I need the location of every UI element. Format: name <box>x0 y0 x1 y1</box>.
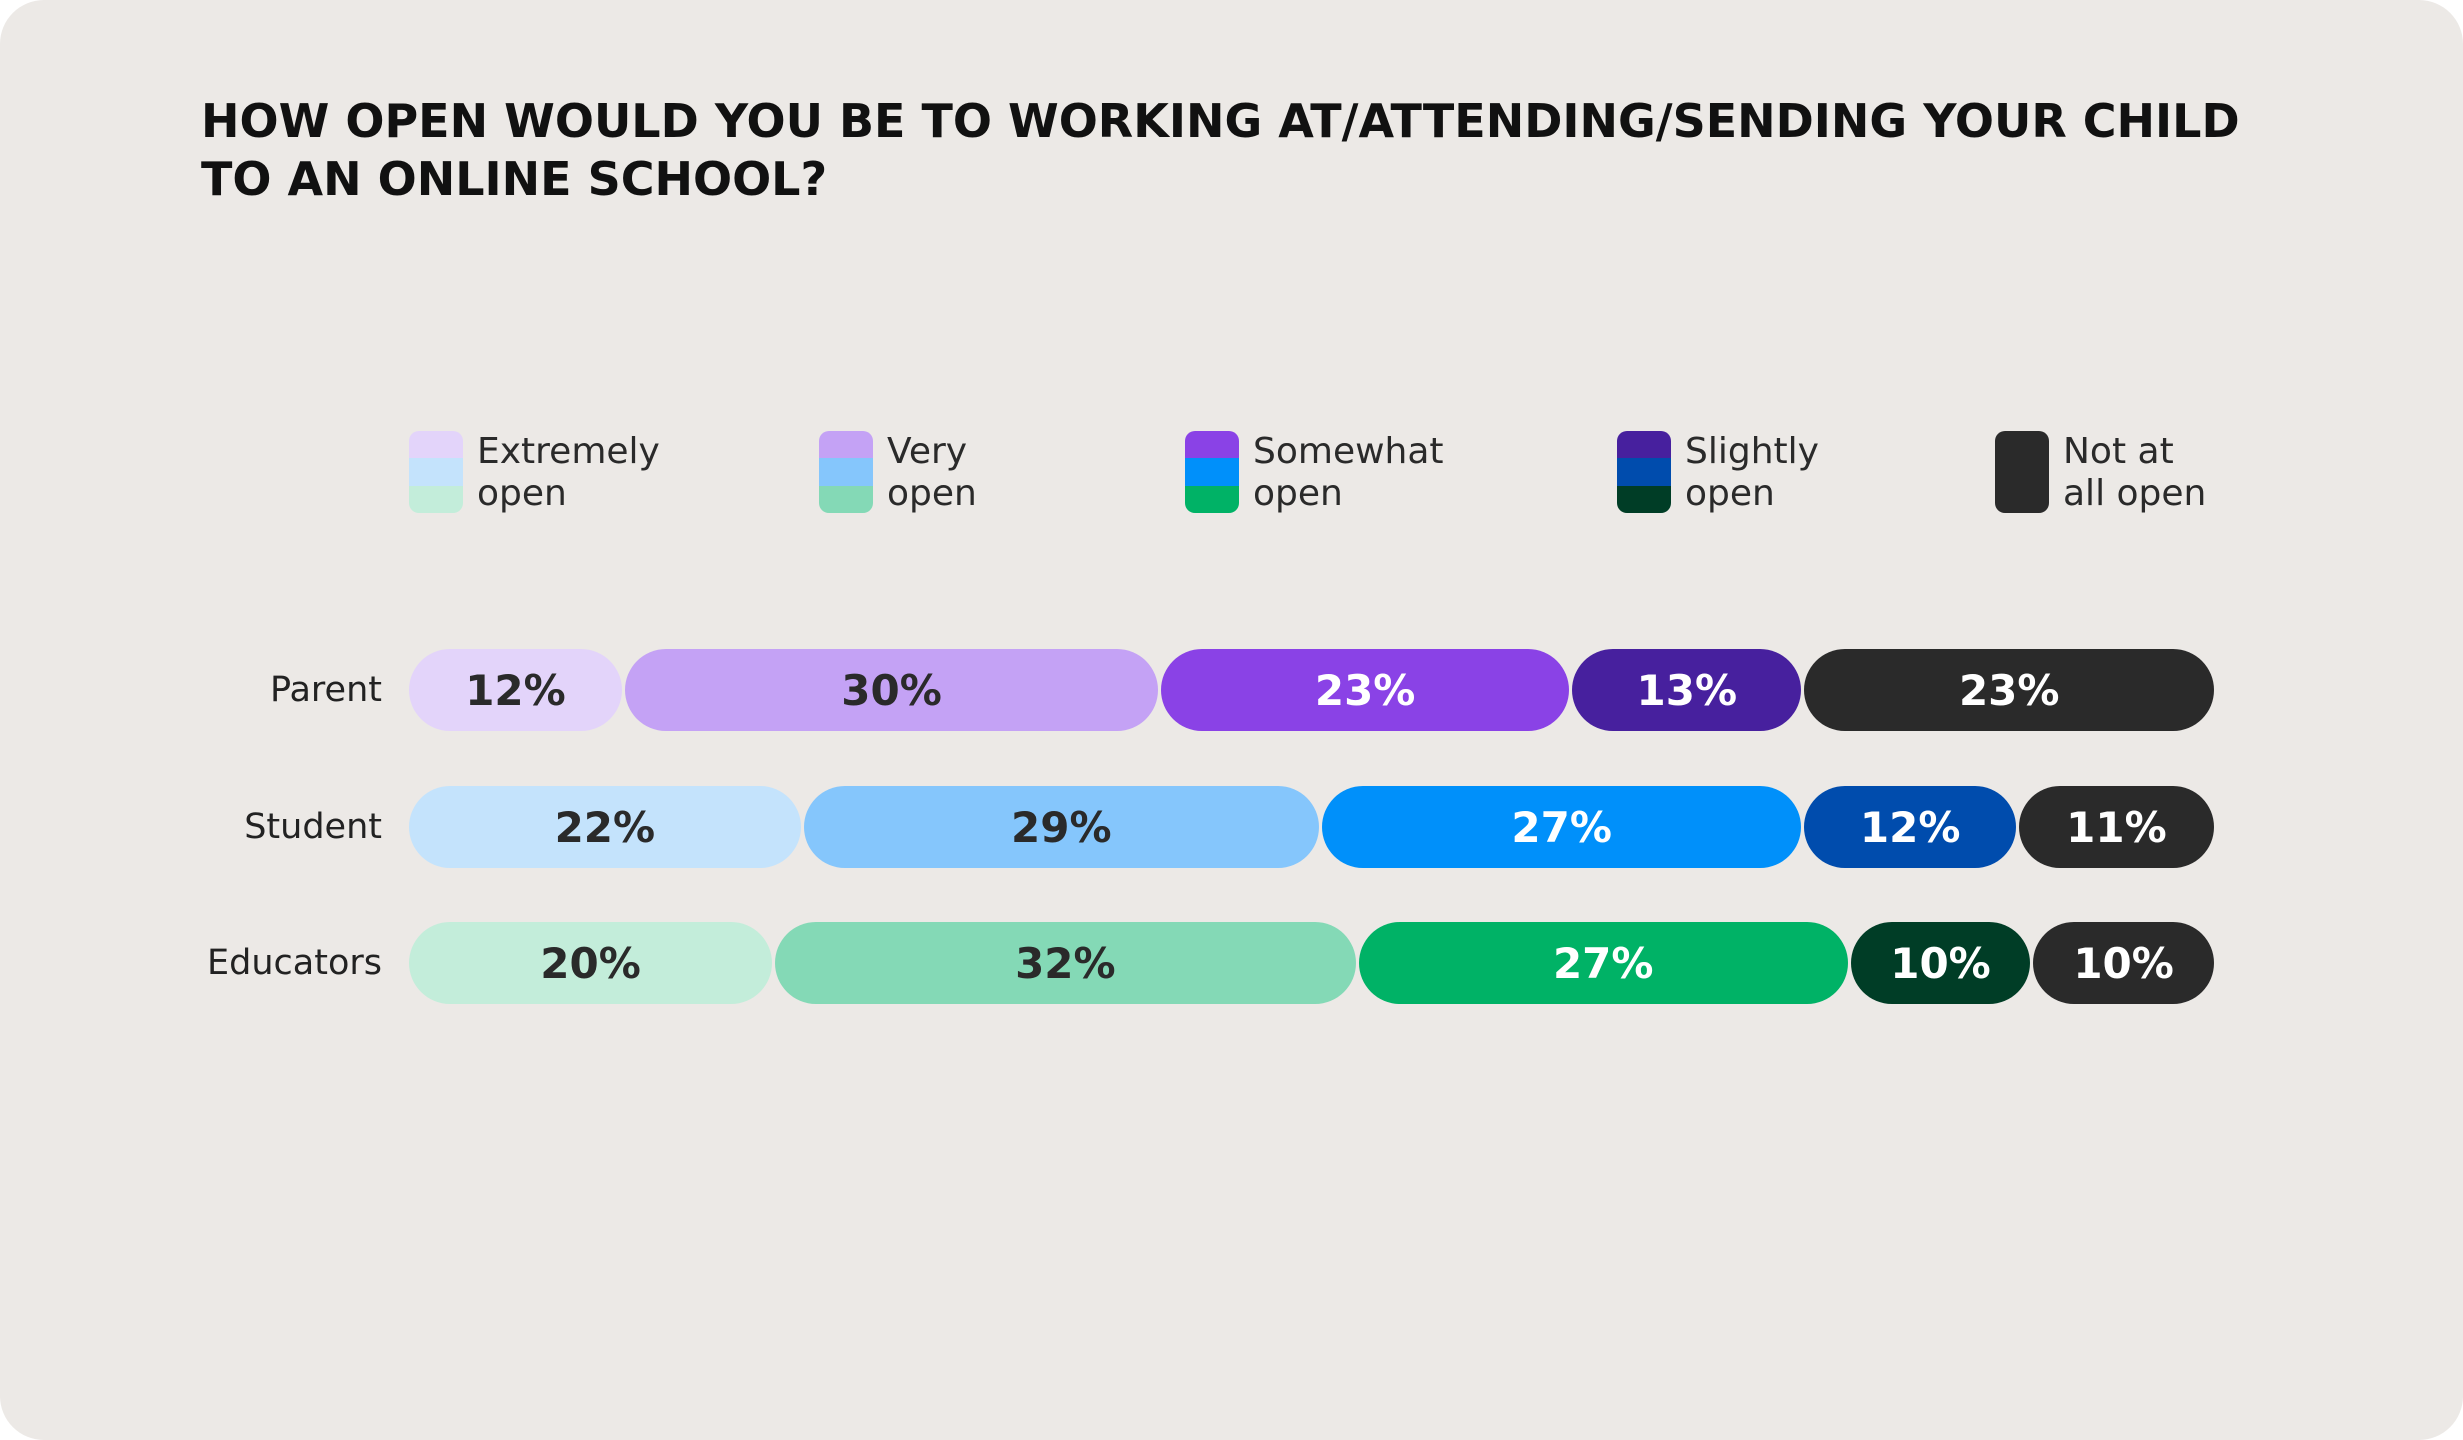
legend-swatch-very-open <box>819 431 873 513</box>
data-label: 23% <box>1958 665 2060 715</box>
bar-segment-parent-not-at-all-open: 23% <box>1804 649 2214 731</box>
data-label: 12% <box>465 665 566 715</box>
legend-swatch-not-at-all-open <box>1995 431 2049 513</box>
legend-swatch-somewhat-open <box>1185 431 1239 513</box>
bar-segment-educators-slightly-open: 10% <box>1850 922 2031 1004</box>
legend-label-line: open <box>1253 473 1343 514</box>
bar-segment-student-extremely-open: 22% <box>409 786 801 868</box>
legend-swatch-extremely-open <box>409 431 463 513</box>
chart-title: HOW OPEN WOULD YOU BE TO WORKING AT/ATTE… <box>201 94 2240 206</box>
legend-label-slightly-open: Slightly open <box>1685 431 1915 515</box>
legend-label-line: all open <box>2063 473 2207 514</box>
bar-segment-parent-extremely-open: 12% <box>409 649 622 731</box>
data-label: 23% <box>1314 665 1416 715</box>
data-label: 12% <box>1859 802 1961 852</box>
bar-segment-student-very-open: 29% <box>803 786 1319 868</box>
data-label: 30% <box>841 665 942 715</box>
data-label: 20% <box>540 938 641 988</box>
data-label: 10% <box>2073 938 2174 988</box>
bar-segment-student-not-at-all-open: 11% <box>2018 786 2214 868</box>
legend-label-line: open <box>1685 473 1775 514</box>
legend-label-somewhat-open: Somewhat open <box>1253 431 1483 515</box>
legend-label-line: Somewhat <box>1253 431 1444 472</box>
bar-segment-educators-somewhat-open: 27% <box>1358 922 1848 1004</box>
legend-label-very-open: Very open <box>887 431 1117 515</box>
data-label: 22% <box>554 802 656 852</box>
data-label: 13% <box>1636 665 1738 715</box>
data-label: 32% <box>1015 938 1116 988</box>
data-label: 27% <box>1511 802 1612 852</box>
legend-label-line: Very <box>887 431 968 472</box>
legend-label-not-at-all-open: Not at all open <box>2063 431 2293 515</box>
category-label-educators: Educators <box>207 943 382 983</box>
legend-swatch-slightly-open <box>1617 431 1671 513</box>
bar-segment-parent-slightly-open: 13% <box>1572 649 1802 731</box>
legend-label-extremely-open: Extremely open <box>477 431 707 515</box>
data-label: 29% <box>1011 802 1112 852</box>
data-label: 11% <box>2066 802 2167 852</box>
legend-label-line: open <box>887 473 977 514</box>
legend-label-line: open <box>477 473 567 514</box>
data-label: 27% <box>1552 938 1654 988</box>
legend-label-line: Not at <box>2063 431 2174 472</box>
bar-segment-parent-very-open: 30% <box>624 649 1159 731</box>
category-label-student: Student <box>244 807 382 847</box>
bar-segment-student-slightly-open: 12% <box>1804 786 2016 868</box>
bar-segment-educators-not-at-all-open: 10% <box>2033 922 2214 1004</box>
legend-label-line: Slightly <box>1685 431 1819 472</box>
bar-segment-educators-very-open: 32% <box>775 922 1356 1004</box>
bar-segment-educators-extremely-open: 20% <box>409 922 773 1004</box>
legend-label-line: Extremely <box>477 431 660 472</box>
bar-segment-student-somewhat-open: 27% <box>1321 786 1802 868</box>
data-label: 10% <box>1890 938 1991 988</box>
bar-segment-parent-somewhat-open: 23% <box>1161 649 1570 731</box>
category-label-parent: Parent <box>269 670 382 710</box>
